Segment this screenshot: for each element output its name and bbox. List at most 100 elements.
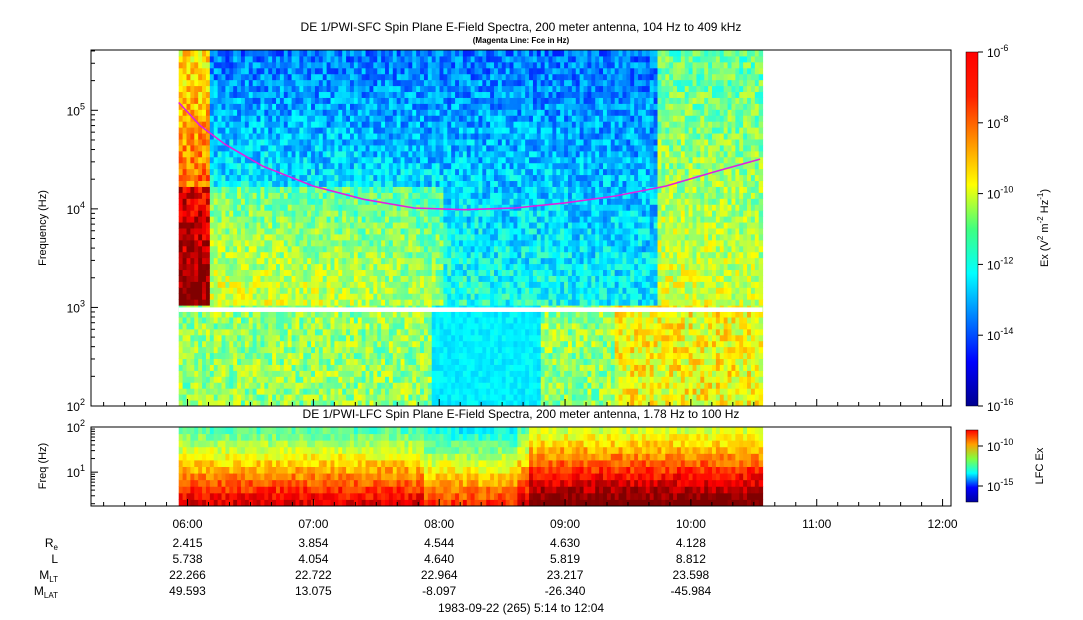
spectrogram-cell — [365, 370, 370, 377]
spectrogram-cell — [205, 370, 211, 377]
spectrogram-cell — [342, 85, 347, 93]
spectrogram-cell — [482, 257, 487, 265]
spectrogram-cell — [268, 222, 273, 229]
spectrogram-cell — [365, 192, 370, 199]
spectrogram-cell — [388, 204, 394, 211]
spectrogram-cell — [330, 210, 335, 217]
spectrogram-cell — [490, 91, 495, 98]
spectrogram-cell — [408, 263, 413, 271]
spectrogram-cell — [221, 352, 226, 360]
spectrogram-cell — [260, 186, 265, 193]
spectrogram-cell — [248, 340, 254, 348]
spectrogram-cell — [439, 186, 444, 193]
spectrogram-cell — [326, 233, 332, 241]
spectrogram-cell — [416, 358, 421, 365]
spectrogram-cell — [482, 115, 487, 122]
spectrogram-cell — [412, 55, 417, 63]
spectrogram-cell — [287, 263, 293, 271]
spectrogram-cell — [497, 174, 503, 182]
spectrogram-cell — [412, 394, 417, 401]
spectrogram-cell — [439, 358, 444, 365]
spectrogram-cell — [369, 67, 374, 75]
spectrogram-cell — [326, 180, 332, 187]
spectrogram-cell — [233, 287, 238, 294]
spectrogram-cell — [314, 311, 320, 318]
spectrogram-cell — [256, 192, 261, 199]
spectrogram-cell — [342, 133, 347, 140]
spectrogram-cell — [385, 91, 390, 98]
spectrogram-cell — [470, 317, 476, 324]
spectrogram-cell — [240, 103, 246, 110]
spectrogram-cell — [205, 269, 211, 276]
spectrogram-cell — [260, 109, 265, 116]
spectrogram-cell — [248, 328, 254, 336]
spectrogram-cell — [470, 55, 476, 63]
spectrogram-cell — [202, 139, 207, 146]
spectrogram-cell — [404, 103, 409, 110]
spectrogram-cell — [252, 103, 258, 110]
spectrogram-cell — [314, 370, 320, 377]
spectrogram-cell — [478, 67, 483, 75]
spectrogram-cell — [291, 127, 296, 134]
spectrogram-cell — [182, 67, 187, 75]
spectrogram-cell — [416, 388, 421, 395]
spectrogram-cell — [439, 222, 444, 229]
spectrogram-cell — [435, 233, 441, 241]
spectrogram-cell — [198, 192, 203, 199]
spectrogram-cell — [334, 352, 339, 360]
spectrogram-cell — [420, 55, 425, 63]
spectrogram-cell — [396, 346, 402, 354]
spectrogram-cell — [326, 257, 332, 265]
spectrogram-cell — [256, 334, 261, 342]
spectrogram-cell — [404, 139, 409, 146]
spectrogram-cell — [303, 334, 308, 342]
spectrogram-cell — [299, 103, 304, 110]
spectrogram-cell — [240, 382, 246, 389]
spectrogram-cell — [233, 50, 238, 57]
spectrogram-cell — [474, 370, 479, 377]
spectrogram-cell — [478, 127, 483, 134]
spectrogram-cell — [420, 269, 425, 276]
spectrogram-cell — [373, 103, 378, 110]
spectrogram-cell — [443, 358, 448, 365]
spectrogram-cell — [373, 239, 378, 247]
spectrogram-cell — [299, 144, 304, 152]
spectrogram-cell — [295, 156, 300, 164]
spectrogram-cell — [194, 340, 199, 348]
spectrogram-cell — [186, 394, 191, 401]
spectrogram-cell — [416, 115, 421, 122]
spectrogram-cell — [346, 133, 351, 140]
spectrogram-cell — [260, 370, 265, 377]
spectrogram-cell — [260, 174, 265, 182]
spectrogram-cell — [455, 317, 460, 324]
spectrogram-cell — [377, 370, 382, 377]
spectrogram-cell — [431, 322, 437, 330]
spectrogram-cell — [287, 180, 293, 187]
spectrogram-cell — [412, 352, 417, 360]
spectrogram-cell — [202, 109, 207, 116]
spectrogram-cell — [447, 311, 452, 318]
spectrogram-cell — [396, 352, 402, 360]
spectrogram-cell — [346, 103, 351, 110]
spectrogram-cell — [291, 275, 296, 282]
spectrogram-cell — [373, 139, 378, 146]
spectrogram-cell — [396, 358, 402, 365]
spectrogram-cell — [264, 251, 269, 259]
spectrogram-cell — [470, 115, 476, 122]
spectrogram-cell — [447, 382, 452, 389]
spectrogram-cell — [178, 127, 184, 134]
spectrogram-cell — [404, 109, 409, 116]
spectrogram-cell — [225, 257, 230, 265]
spectrogram-cell — [462, 257, 468, 265]
spectrogram-cell — [326, 144, 332, 152]
spectrogram-cell — [369, 91, 374, 98]
spectrogram-cell — [244, 162, 250, 170]
spectrogram-cell — [381, 97, 386, 104]
spectrogram-cell — [303, 144, 308, 152]
spectrogram-cell — [217, 50, 223, 57]
spectrogram-cell — [400, 257, 405, 265]
spectrogram-cell — [353, 204, 359, 211]
spectrogram-cell — [494, 222, 499, 229]
spectrogram-cell — [427, 394, 433, 401]
spectrogram-cell — [357, 180, 363, 187]
